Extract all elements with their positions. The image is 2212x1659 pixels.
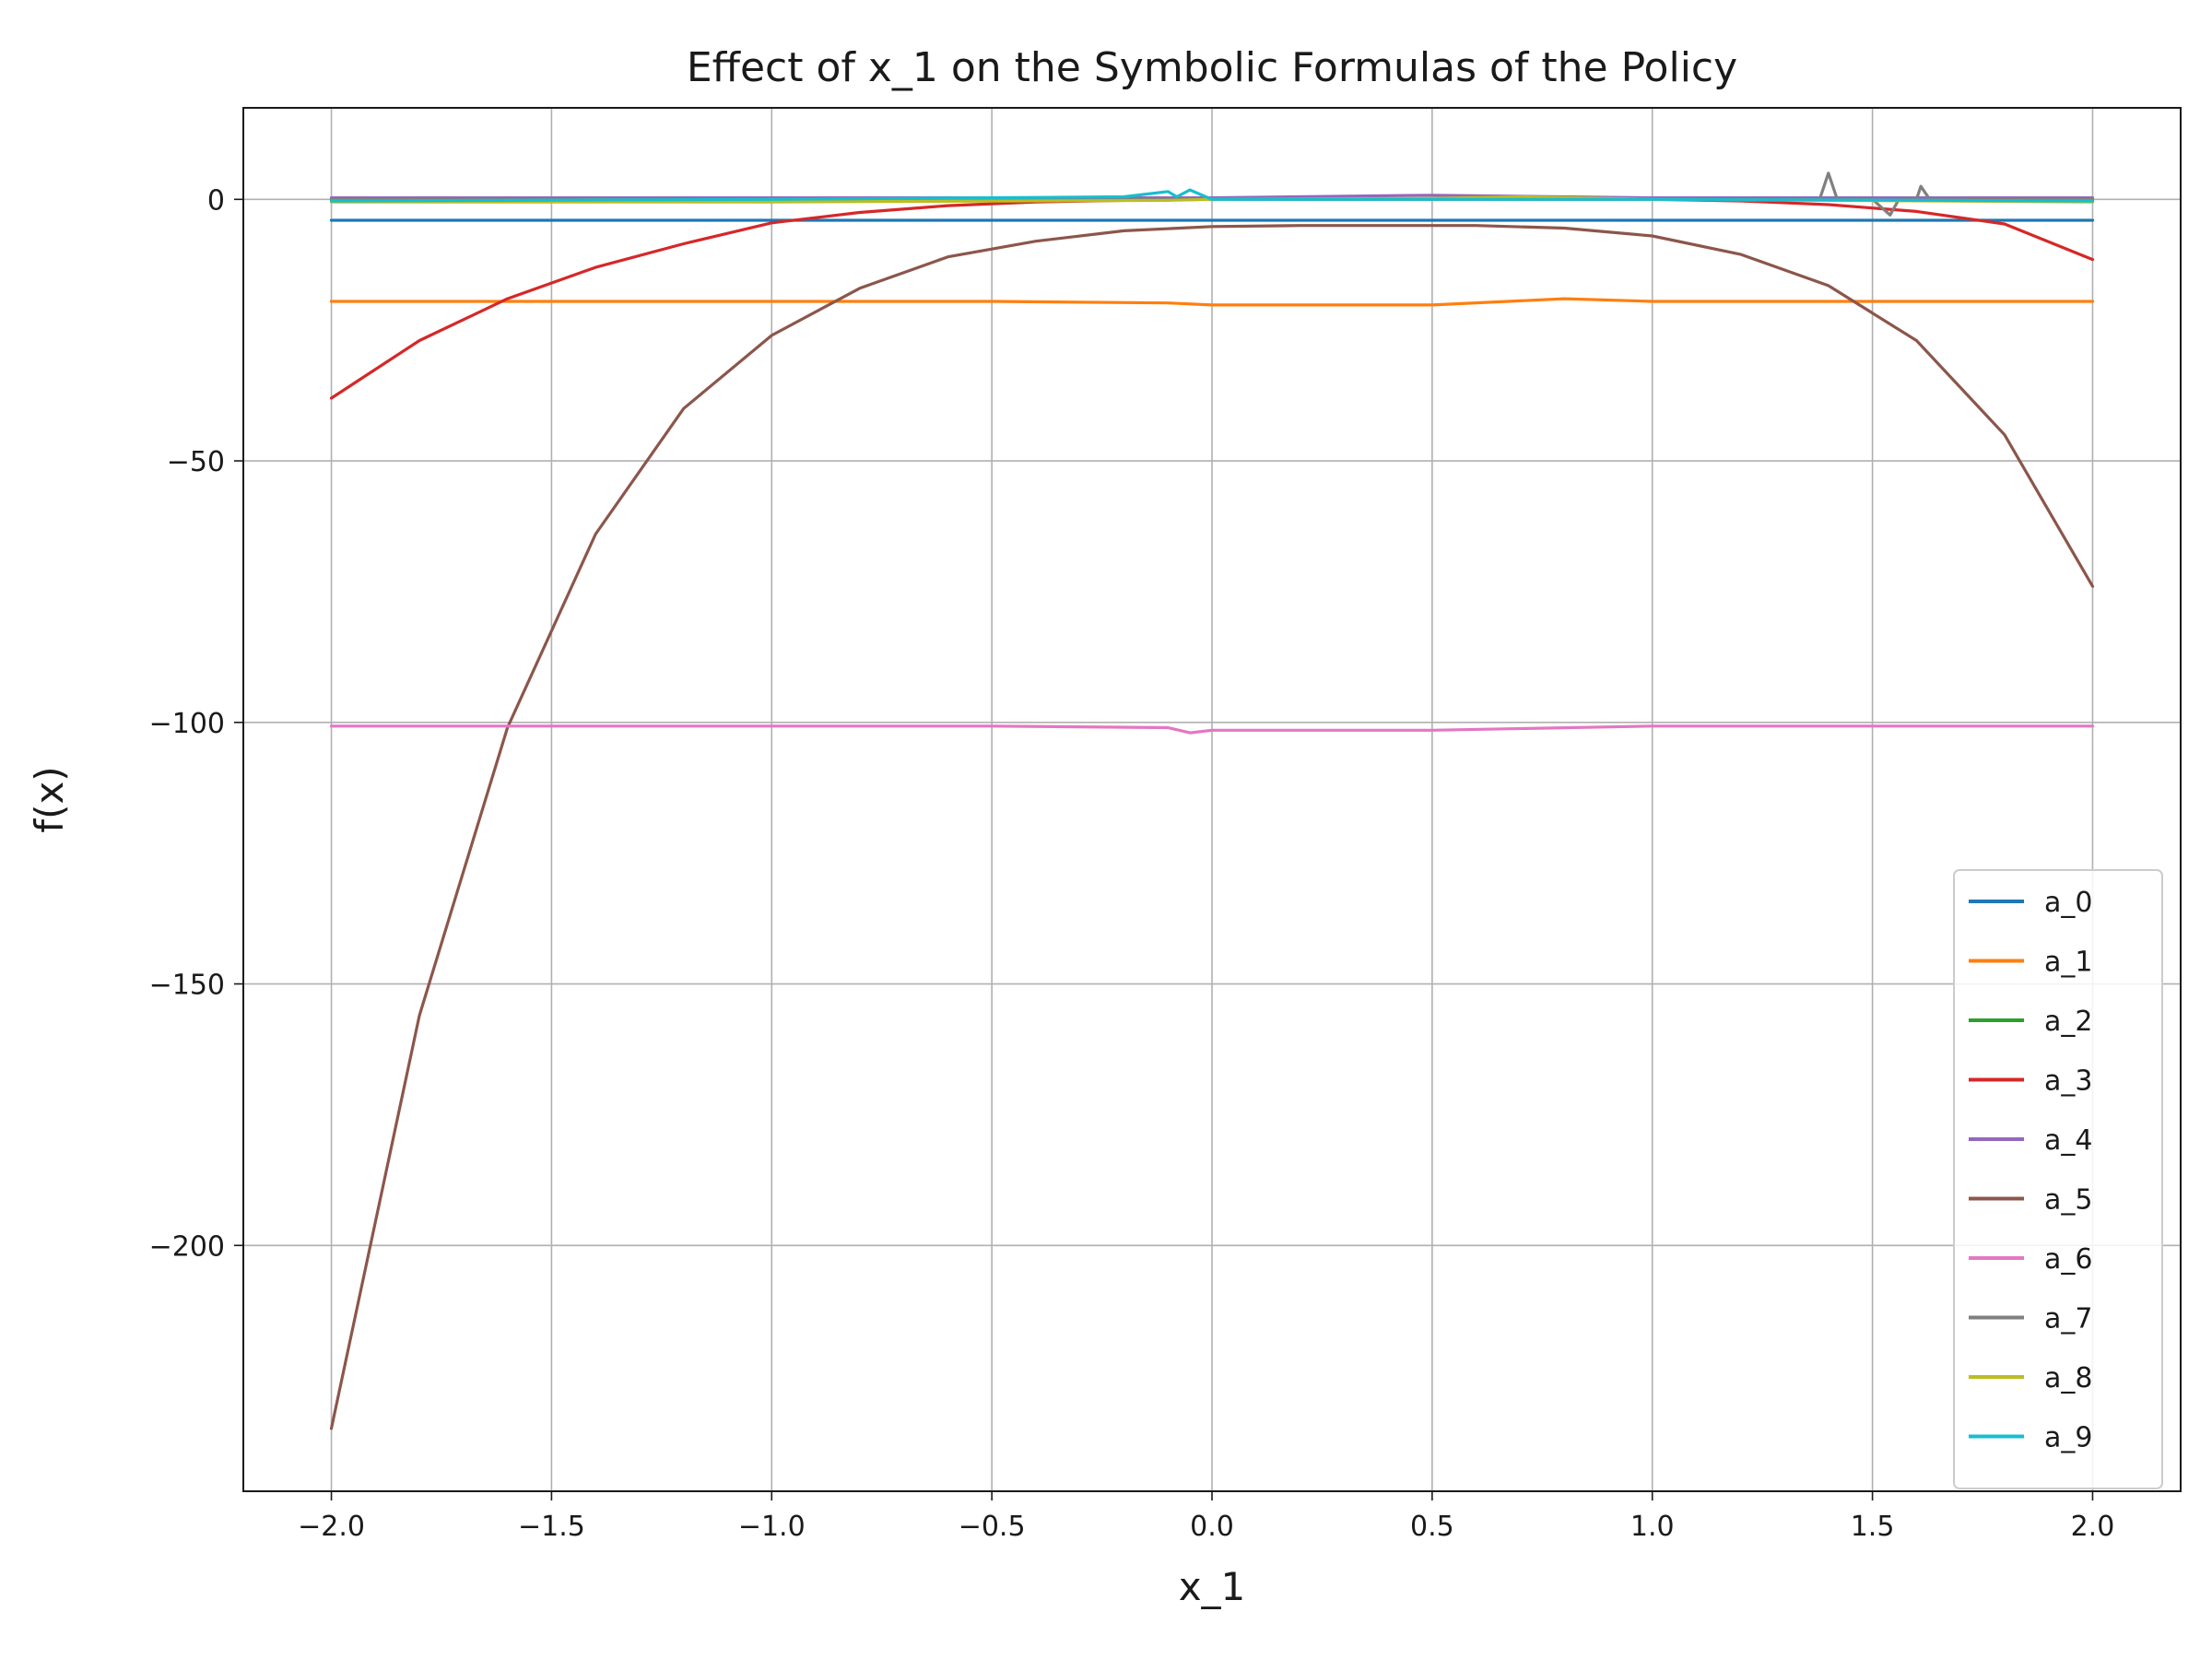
y-tick-label: −50 xyxy=(167,446,225,478)
legend-items: a_0 a_1 a_2 a_3 a_4 a_5 a_6 a_7 a_8 a_9 xyxy=(1969,887,2092,1454)
legend-item: a_6 xyxy=(1969,1243,2092,1276)
legend-box xyxy=(1953,869,2163,1489)
axis-ticks: −2.0 −1.5 −1.0 −0.5 0.0 0.5 1.0 1.5 2.0 0 −50 −100 −… xyxy=(149,184,2115,1543)
x-tick-label: −1.0 xyxy=(738,1511,806,1543)
legend-label: a_4 xyxy=(2044,1124,2092,1157)
legend-item: a_1 xyxy=(1969,947,2092,979)
series-line-a-6 xyxy=(329,724,2095,735)
legend-label: a_8 xyxy=(2044,1362,2092,1394)
x-tick-label: −0.5 xyxy=(959,1511,1026,1543)
legend-item: a_3 xyxy=(1969,1065,2092,1098)
x-tick-label: −2.0 xyxy=(298,1511,365,1543)
y-tick-label: −200 xyxy=(149,1230,225,1263)
legend-item: a_5 xyxy=(1969,1184,2092,1217)
y-tick-label: −100 xyxy=(149,708,225,740)
x-tick-label: 1.5 xyxy=(1851,1511,1895,1543)
legend-label: a_6 xyxy=(2044,1243,2092,1276)
series-line-a-5 xyxy=(329,224,2095,1430)
series-lines xyxy=(329,171,2095,1430)
y-tick-label: −150 xyxy=(149,970,225,1002)
legend-label: a_1 xyxy=(2044,947,2092,979)
legend: a_0 a_1 a_2 a_3 a_4 a_5 a_6 a_7 a_8 a_9 xyxy=(1953,869,2163,1489)
y-axis-label: f(x) xyxy=(27,766,72,832)
x-axis-label: x_1 xyxy=(1179,1564,1246,1609)
x-tick-label: −1.5 xyxy=(518,1511,585,1543)
legend-label: a_5 xyxy=(2044,1184,2092,1217)
x-tick-label: 1.0 xyxy=(1630,1511,1675,1543)
legend-label: a_0 xyxy=(2044,887,2092,919)
legend-item: a_7 xyxy=(1969,1303,2092,1335)
legend-item: a_8 xyxy=(1969,1362,2092,1394)
chart-title: Effect of x_1 on the Symbolic Formulas o… xyxy=(687,44,1737,91)
series-line-a-1 xyxy=(329,297,2095,307)
series-line-a-9 xyxy=(329,188,2095,203)
legend-label: a_3 xyxy=(2044,1065,2092,1098)
legend-item: a_4 xyxy=(1969,1124,2092,1157)
series-line-a-4 xyxy=(329,194,2095,200)
legend-item: a_2 xyxy=(1969,1006,2092,1038)
legend-label: a_7 xyxy=(2044,1303,2092,1335)
x-tick-label: 0.0 xyxy=(1190,1511,1234,1543)
legend-item: a_9 xyxy=(1969,1422,2092,1454)
legend-label: a_9 xyxy=(2044,1422,2092,1454)
legend-item: a_0 xyxy=(1969,887,2092,919)
x-tick-label: 2.0 xyxy=(2071,1511,2115,1543)
y-tick-label: 0 xyxy=(207,184,225,217)
legend-label: a_2 xyxy=(2044,1006,2092,1038)
x-tick-label: 0.5 xyxy=(1410,1511,1454,1543)
